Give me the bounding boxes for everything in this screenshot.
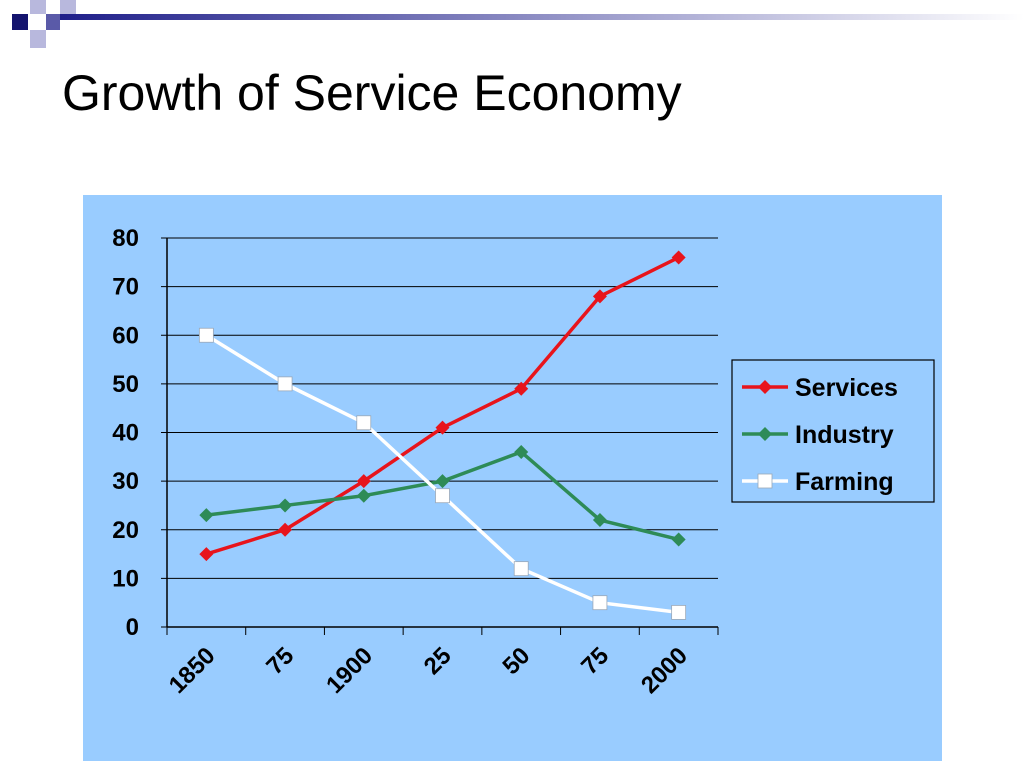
legend-label: Farming [795, 468, 894, 496]
legend-swatch-marker [758, 427, 772, 441]
services-point [514, 381, 529, 396]
farming-point [671, 605, 687, 620]
series-layer [198, 250, 687, 620]
series-industry [199, 444, 686, 547]
legend-item-farming: Farming [742, 468, 894, 496]
industry-point [356, 488, 371, 503]
industry-point [199, 508, 214, 523]
services-point [199, 547, 214, 562]
industry-point [514, 444, 529, 459]
series-services [199, 250, 686, 562]
gradient-bar [60, 14, 1024, 20]
farming-point [435, 488, 450, 504]
industry-point [435, 474, 450, 489]
y-tick-label: 60 [112, 322, 139, 349]
title-bar-decoration [12, 0, 1024, 48]
services-point [435, 420, 450, 435]
services-point [592, 289, 607, 304]
legend-item-services: Services [742, 374, 898, 402]
farming-point [592, 595, 608, 611]
legend-label: Services [795, 374, 898, 402]
services-point [356, 474, 371, 489]
decor-square [46, 14, 60, 30]
services-point [278, 522, 293, 537]
y-tick-label: 50 [112, 371, 139, 398]
decor-square [30, 30, 46, 48]
farming-point [356, 415, 372, 431]
industry-point [278, 498, 293, 513]
y-tick-label: 0 [126, 614, 139, 641]
decor-square [30, 0, 46, 14]
decor-square [12, 14, 28, 30]
page-title: Growth of Service Economy [62, 65, 682, 121]
y-tick-label: 10 [112, 565, 139, 592]
y-tick-label: 30 [112, 468, 139, 495]
legend: Services Industry Farming [731, 359, 935, 503]
legend-swatch-marker [758, 380, 772, 394]
y-tick-label: 40 [112, 420, 139, 447]
y-tick-label: 80 [112, 225, 139, 252]
y-tick-label: 20 [112, 517, 139, 544]
legend-item-industry: Industry [742, 421, 894, 449]
y-tick-label: 70 [112, 274, 139, 301]
industry-point [671, 532, 686, 547]
farming-point [198, 327, 214, 343]
series-farming [198, 327, 687, 620]
decor-square [60, 0, 76, 14]
farming-point [277, 376, 293, 392]
industry-point [592, 513, 607, 528]
farming-point [513, 561, 529, 577]
legend-swatch-marker [757, 473, 773, 489]
legend-label: Industry [795, 421, 894, 449]
